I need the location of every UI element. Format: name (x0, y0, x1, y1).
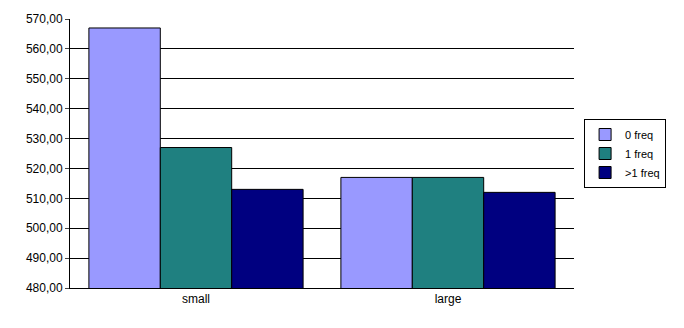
svg-text:large: large (435, 292, 462, 306)
svg-text:550,00: 550,00 (26, 72, 63, 86)
svg-text:540,00: 540,00 (26, 102, 63, 116)
svg-text:>1 freq: >1 freq (625, 167, 660, 179)
svg-text:small: small (182, 292, 210, 306)
svg-text:570,00: 570,00 (26, 12, 63, 26)
svg-text:560,00: 560,00 (26, 42, 63, 56)
svg-text:490,00: 490,00 (26, 251, 63, 265)
svg-text:520,00: 520,00 (26, 162, 63, 176)
svg-text:480,00: 480,00 (26, 281, 63, 295)
svg-text:500,00: 500,00 (26, 221, 63, 235)
svg-text:510,00: 510,00 (26, 192, 63, 206)
svg-text:530,00: 530,00 (26, 132, 63, 146)
svg-text:0 freq: 0 freq (625, 129, 653, 141)
svg-text:1 freq: 1 freq (625, 148, 653, 160)
